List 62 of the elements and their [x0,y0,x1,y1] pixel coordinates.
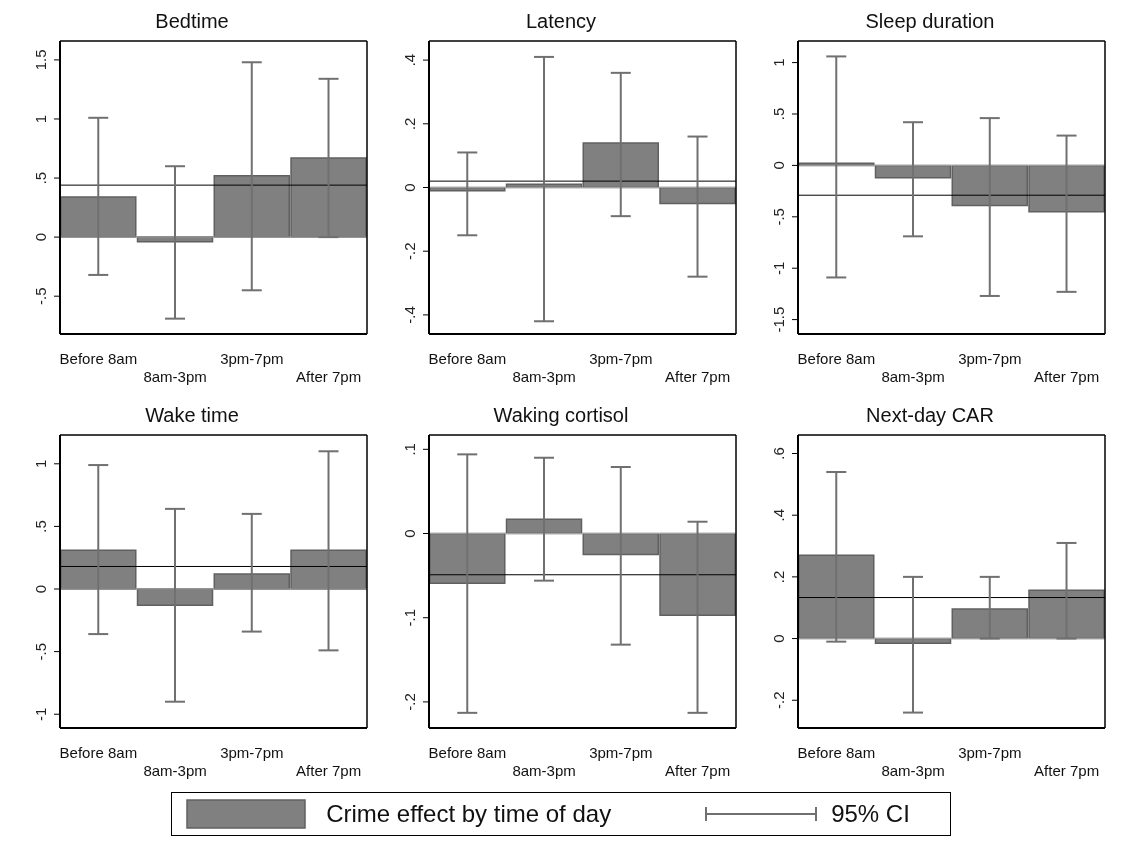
y-tick-label: 0 [770,161,787,170]
x-tick-label: 3pm-7pm [958,350,1022,367]
y-tick-label: -.5 [770,208,787,226]
x-tick-label: 3pm-7pm [220,350,284,367]
x-tick-label: 8am-3pm [512,762,576,779]
x-tick-label: 8am-3pm [143,762,207,779]
x-tick-label: 3pm-7pm [958,744,1022,761]
y-tick-label: .5 [32,171,49,185]
x-tick-label: Before 8am [428,350,507,367]
text: 95% CI [831,800,910,828]
y-tick-label: 0 [770,634,787,643]
x-tick-label: After 7pm [1034,762,1100,779]
y-tick-label: .5 [32,520,49,533]
chart-title: Sleep duration [864,9,996,34]
y-tick-label: -1 [32,707,49,721]
x-tick-label: Before 8am [59,350,138,367]
legend-label: Crime effect by time of day [326,800,612,828]
x-tick-label: Before 8am [797,350,876,367]
chart-title: Wake time [144,403,240,428]
x-tick-label: 8am-3pm [881,762,945,779]
y-tick-label: -.2 [401,693,418,711]
y-tick-label: -.2 [401,242,418,260]
y-tick-label: .4 [770,508,787,522]
y-tick-label: 0 [401,529,418,538]
y-tick-label: -.4 [401,306,418,324]
x-tick-label: After 7pm [665,762,731,779]
x-tick-label: 8am-3pm [512,368,576,385]
x-tick-label: After 7pm [296,762,362,779]
x-tick-label: Before 8am [797,744,876,761]
x-tick-label: 3pm-7pm [220,744,284,761]
y-tick-label: 1 [32,459,49,468]
x-tick-label: 8am-3pm [143,368,207,385]
chart-title: Bedtime [154,9,230,34]
y-tick-label: 0 [32,232,49,242]
chart-title: Latency [524,9,598,34]
y-tick-label: 0 [401,183,418,192]
x-tick-label: Before 8am [59,744,138,761]
chart-title: Next-day CAR [865,403,995,428]
y-tick-label: -1.5 [770,306,787,333]
x-tick-label: 3pm-7pm [589,744,653,761]
y-tick-label: -.5 [32,287,49,305]
x-tick-label: 3pm-7pm [589,350,653,367]
y-tick-label: -1 [770,261,787,275]
y-tick-label: .2 [770,570,787,584]
y-tick-label: .2 [401,117,418,131]
y-tick-label: .5 [770,107,787,121]
y-tick-label: 1 [770,58,787,67]
x-tick-label: After 7pm [665,368,731,385]
y-tick-label: .4 [401,53,418,67]
x-tick-label: 8am-3pm [881,368,945,385]
y-tick-label: -.5 [32,642,49,661]
chart-title: Waking cortisol [492,403,630,428]
x-tick-label: After 7pm [296,368,362,385]
y-tick-label: 1 [32,114,49,124]
y-tick-label: 0 [32,584,49,594]
y-tick-label: -.2 [770,691,787,709]
y-tick-label: -.1 [401,608,418,627]
x-tick-label: Before 8am [428,744,507,761]
y-tick-label: .1 [401,443,418,456]
x-tick-label: After 7pm [1034,368,1100,385]
y-tick-label: 1.5 [32,49,49,71]
y-tick-label: .6 [770,447,787,460]
